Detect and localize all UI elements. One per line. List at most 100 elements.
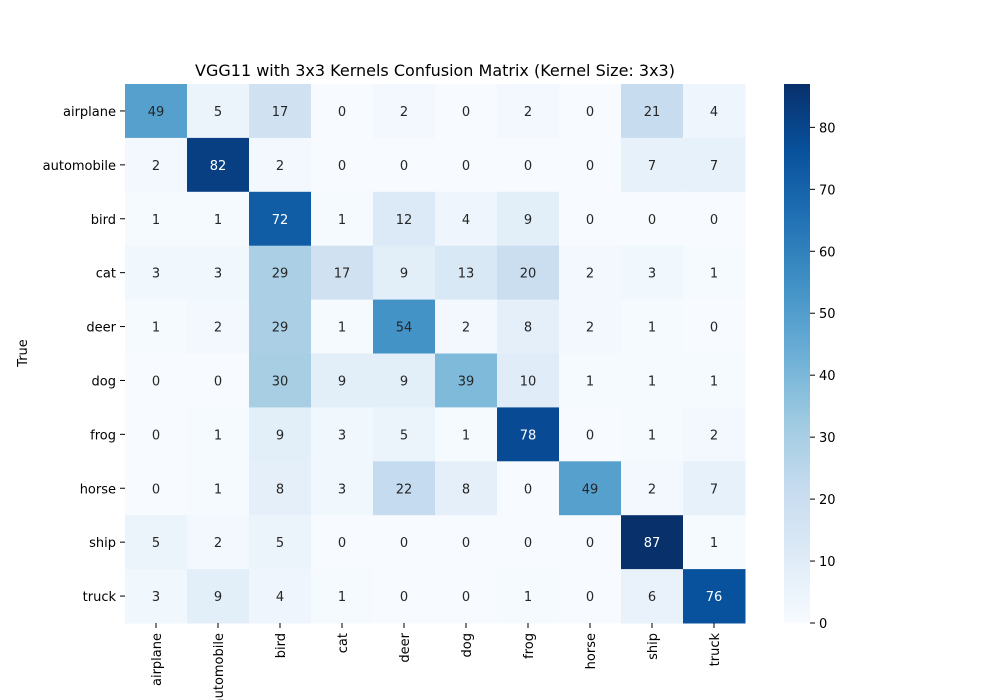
heatmap-cell <box>373 299 436 354</box>
heatmap-cell <box>621 84 684 139</box>
cell-value-label: 2 <box>648 482 656 497</box>
heatmap-cell <box>683 353 746 408</box>
colorbar-tick-label: 10 <box>819 555 836 570</box>
heatmap-cell <box>125 461 188 516</box>
cell-value-label: 1 <box>214 213 222 228</box>
cell-value-label: 1 <box>586 374 594 389</box>
colorbar-tick-label: 80 <box>819 121 836 136</box>
cell-value-label: 12 <box>396 213 413 228</box>
heatmap-cell <box>497 137 560 193</box>
heatmap-cell <box>497 461 560 516</box>
cell-value-label: 1 <box>462 428 470 443</box>
cell-value-label: 3 <box>152 267 160 282</box>
heatmap-cell <box>559 299 622 354</box>
x-tick-label: bird <box>274 633 289 658</box>
heatmap-cell <box>621 137 684 193</box>
cell-value-label: 29 <box>272 267 289 282</box>
cell-value-label: 3 <box>152 590 160 605</box>
heatmap-cell <box>187 515 250 570</box>
cell-value-label: 0 <box>152 428 160 443</box>
cell-value-label: 9 <box>338 374 346 389</box>
cell-value-label: 2 <box>586 321 594 336</box>
heatmap-cell <box>559 353 622 408</box>
heatmap-cell <box>125 191 188 247</box>
cell-value-label: 1 <box>524 590 532 605</box>
heatmap-cell <box>187 461 250 516</box>
cell-value-label: 4 <box>276 590 284 605</box>
cell-value-label: 6 <box>648 590 656 605</box>
heatmap-cell <box>683 299 746 354</box>
heatmap-cell <box>435 84 498 139</box>
cell-value-label: 2 <box>524 105 532 120</box>
cell-value-label: 0 <box>152 482 160 497</box>
colorbar-ticks: 0 10 20 30 40 50 60 70 80 <box>810 121 836 632</box>
x-axis-ticks: airplane automobile bird cat deer dog frog hors… <box>150 623 723 700</box>
cell-value-label: 1 <box>338 590 346 605</box>
heatmap-cell <box>621 407 684 462</box>
cell-value-label: 20 <box>520 267 537 282</box>
heatmap-cell <box>311 84 374 139</box>
cell-value-label: 0 <box>338 105 346 120</box>
cell-value-label: 2 <box>710 428 718 443</box>
colorbar-tick-label: 20 <box>819 493 836 508</box>
cell-value-label: 0 <box>338 159 346 174</box>
cell-value-label: 1 <box>214 428 222 443</box>
cell-value-label: 17 <box>334 267 351 282</box>
heatmap-cell <box>311 137 374 193</box>
heatmap-cell <box>187 407 250 462</box>
colorbar-tick-label: 0 <box>819 617 827 632</box>
heatmap-cell <box>373 84 436 139</box>
cell-value-label: 30 <box>272 374 289 389</box>
cell-value-label: 4 <box>710 105 718 120</box>
heatmap-cell <box>373 245 436 301</box>
heatmap-cell <box>373 515 436 570</box>
heatmap-cell <box>435 407 498 462</box>
heatmap-cell <box>249 299 312 354</box>
heatmap-cell <box>497 569 560 624</box>
heatmap-cell <box>187 191 250 247</box>
heatmap-cell <box>311 245 374 301</box>
colorbar-tick-label: 70 <box>819 183 836 198</box>
cell-value-label: 0 <box>524 536 532 551</box>
heatmap-cell <box>311 407 374 462</box>
cell-value-label: 0 <box>400 536 408 551</box>
heatmap-cell <box>497 353 560 408</box>
heatmap-cell <box>683 515 746 570</box>
heatmap-cell <box>559 191 622 247</box>
cell-value-label: 0 <box>214 374 222 389</box>
heatmap-cell <box>125 353 188 408</box>
chart-title: VGG11 with 3x3 Kernels Confusion Matrix … <box>195 61 675 80</box>
colorbar <box>784 84 810 623</box>
heatmap-cell <box>311 569 374 624</box>
heatmap-cell <box>497 515 560 570</box>
heatmap-cell <box>311 353 374 408</box>
heatmap-cell <box>373 353 436 408</box>
cell-value-label: 0 <box>586 105 594 120</box>
cell-value-label: 9 <box>400 267 408 282</box>
heatmap-cell <box>559 407 622 462</box>
heatmap-cell <box>621 299 684 354</box>
heatmap-cell <box>125 407 188 462</box>
cell-value-label: 0 <box>400 159 408 174</box>
x-tick-label: frog <box>522 633 537 659</box>
cell-value-label: 2 <box>276 159 284 174</box>
heatmap-cell <box>621 569 684 624</box>
cell-value-label: 9 <box>276 428 284 443</box>
x-tick-label: ship <box>646 633 661 660</box>
heatmap-cell <box>311 515 374 570</box>
x-tick-label: airplane <box>150 633 165 686</box>
heatmap-cell <box>497 299 560 354</box>
y-tick-label: truck <box>83 590 117 605</box>
y-tick-label: deer <box>86 321 116 336</box>
cell-value-label: 10 <box>520 374 537 389</box>
cell-value-label: 0 <box>586 536 594 551</box>
heatmap-cell <box>249 137 312 193</box>
cell-value-label: 1 <box>338 213 346 228</box>
heatmap-cell <box>249 245 312 301</box>
cell-value-label: 87 <box>644 536 661 551</box>
heatmap-cell <box>187 84 250 139</box>
heatmap-cell <box>435 191 498 247</box>
y-tick-label: automobile <box>43 159 116 174</box>
y-axis-ticks: airplane automobile bird cat deer dog frog hors… <box>43 105 125 605</box>
